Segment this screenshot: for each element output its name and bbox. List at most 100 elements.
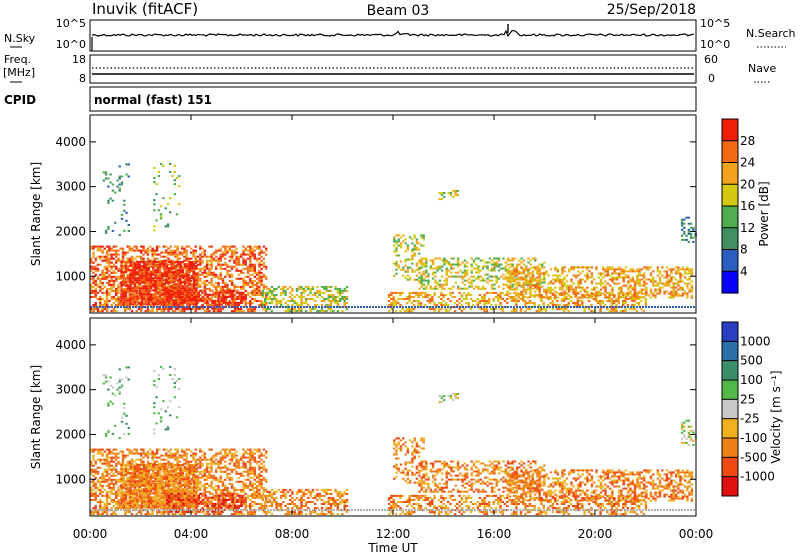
power-cell (127, 279, 130, 282)
power-cell (574, 274, 578, 277)
power-cell (228, 273, 231, 276)
velocity-cell (96, 480, 100, 483)
power-cell (502, 277, 505, 280)
power-cell (450, 263, 453, 266)
power-cell (674, 266, 678, 269)
power-cell (440, 198, 444, 201)
power-cell (323, 285, 326, 288)
power-cell (105, 302, 109, 304)
power-cell (397, 244, 400, 247)
velocity-cell (108, 466, 111, 469)
power-cell (683, 282, 687, 285)
power-cell (215, 281, 218, 284)
velocity-cell (90, 480, 93, 483)
power-cell (101, 298, 104, 300)
power-cell (174, 267, 178, 270)
power-cell (151, 308, 154, 311)
power-cell (318, 291, 321, 294)
power-cell (633, 284, 637, 287)
power-cell (258, 281, 261, 284)
velocity-cell (94, 462, 97, 465)
power-cell (395, 240, 398, 243)
power-cell (399, 304, 402, 306)
power-cell (463, 265, 467, 268)
power-cell (556, 306, 559, 309)
power-cell (249, 267, 252, 270)
power-cell (311, 285, 315, 288)
power-cell (169, 245, 172, 248)
power-cell (449, 192, 453, 194)
power-cell (275, 298, 278, 300)
power-cell (261, 304, 265, 306)
power-cell (118, 165, 121, 168)
velocity-cell (133, 460, 136, 463)
power-cell (638, 284, 641, 287)
power-cell (422, 265, 426, 268)
power-cell (244, 306, 247, 309)
power-cell (420, 283, 423, 286)
power-cell (541, 285, 544, 288)
power-cell (595, 292, 598, 295)
power-cell (202, 297, 205, 300)
power-cell (228, 300, 231, 302)
power-cell (145, 271, 148, 274)
velocity-cell (153, 456, 156, 459)
power-cell (690, 294, 694, 297)
power-cell (233, 301, 237, 304)
power-cell (140, 297, 144, 300)
power-cell (94, 259, 97, 262)
power-cell (665, 280, 669, 283)
power-cell (640, 300, 643, 302)
power-cell (286, 306, 290, 309)
power-cell (211, 307, 214, 310)
velocity-cell (92, 464, 95, 467)
power-cell (105, 291, 109, 294)
power-cell (210, 261, 213, 264)
power-cell (309, 289, 312, 292)
power-cell (529, 290, 532, 293)
power-cell (94, 267, 97, 270)
power-cell (213, 299, 216, 302)
power-cell (221, 281, 225, 284)
power-cell (538, 286, 541, 289)
power-cell (681, 266, 684, 269)
power-cell (187, 259, 191, 262)
power-cell (249, 251, 252, 254)
power-cell (138, 293, 141, 296)
power-cell (99, 296, 102, 298)
power-cell (679, 286, 682, 289)
velocity-cell (99, 458, 102, 461)
power-cell (289, 291, 292, 294)
power-cell (645, 292, 648, 295)
power-cell (420, 257, 423, 260)
velocity-cell (99, 513, 102, 516)
power-cell (136, 277, 139, 280)
velocity-cell (101, 458, 104, 461)
power-cell (163, 283, 166, 286)
power-cell (104, 173, 108, 176)
power-cell (619, 310, 623, 313)
power-cell (499, 302, 502, 304)
power-cell (491, 269, 494, 272)
power-cell (260, 304, 263, 306)
power-cell (115, 291, 118, 294)
power-cell (395, 250, 398, 253)
power-cell (536, 270, 539, 273)
velocity-cell (112, 513, 116, 516)
power-cell (636, 292, 639, 295)
power-cell (522, 282, 525, 285)
power-cell (199, 269, 202, 272)
power-cell (236, 297, 239, 300)
power-cell (399, 268, 403, 271)
velocity-cell (92, 448, 95, 451)
power-cell (515, 286, 519, 289)
power-cell (654, 296, 657, 299)
power-cell (563, 282, 566, 285)
power-cell (279, 300, 283, 302)
power-cell (138, 271, 141, 274)
power-cell (343, 298, 346, 300)
power-cell (94, 257, 97, 260)
velocity-cell (155, 513, 159, 516)
power-cell (244, 249, 247, 252)
power-cell (235, 261, 238, 264)
